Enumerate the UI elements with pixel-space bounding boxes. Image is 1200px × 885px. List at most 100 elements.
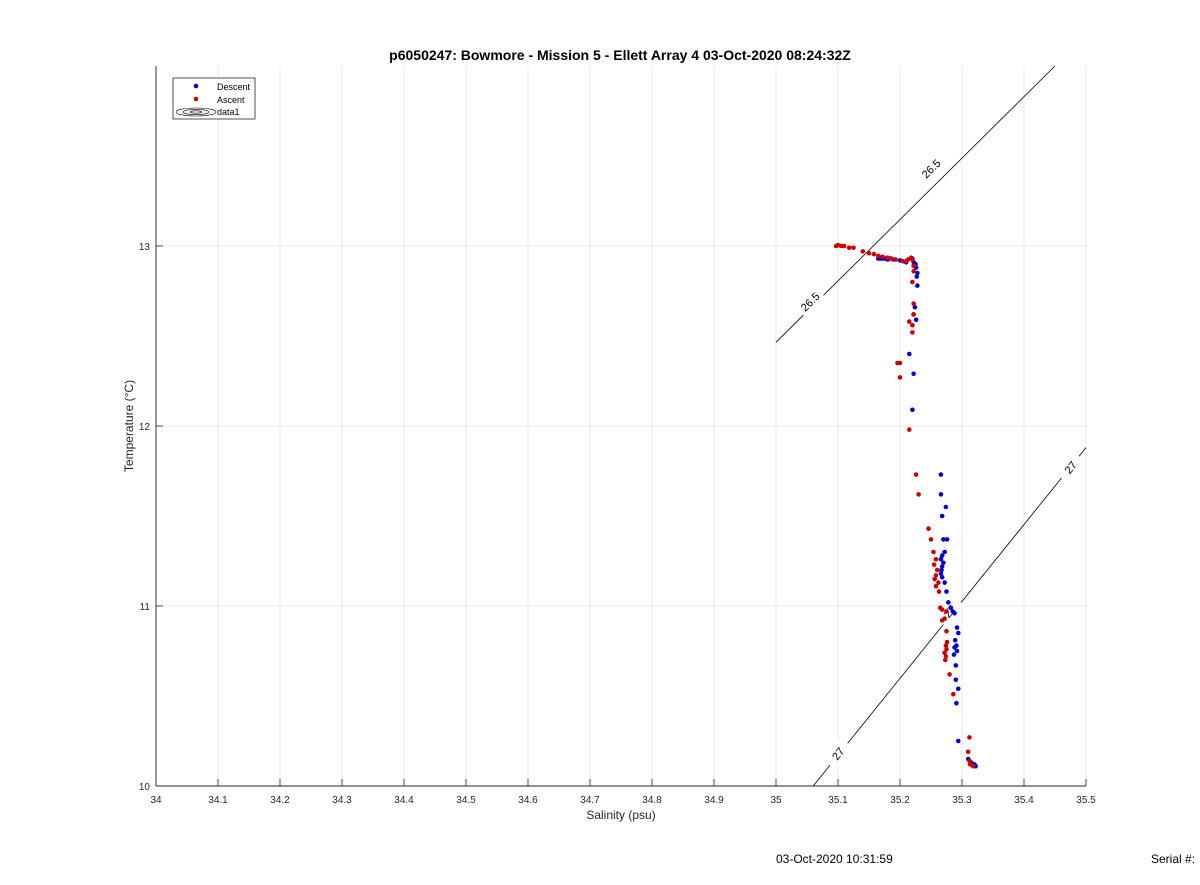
ascent-point [965,749,971,755]
descent-point [938,556,944,562]
ascent-point [967,735,972,740]
descent-point [912,304,918,310]
descent-point [939,574,945,580]
descent-point [911,371,916,377]
ascent-point [866,250,872,256]
isopycnal-label-background [1055,451,1086,484]
ascent-point [951,691,956,697]
tick-labels: 34 34.1 34.2 34.3 34.4 34.5 34.6 34.7 34.8 34.9 35… [139,242,1096,806]
descent-point [939,564,945,569]
descent-point [942,580,947,585]
x-tick-label: 34.9 [704,795,724,806]
x-tick-label: 34 [150,795,162,806]
y-tick-label: 10 [139,782,151,793]
ascent-point [928,537,934,542]
data-series [833,242,978,769]
descent-point [938,472,944,477]
isopycnal-label: 27 [830,746,847,763]
ascent-point [910,322,915,328]
ascent-point [907,319,912,324]
ascent-point [934,567,940,573]
descent-point [944,537,950,542]
ascent-point [944,639,950,645]
descent-point [955,630,961,636]
descent-point [941,537,946,542]
descent-point [952,610,957,616]
x-tick-label: 35.1 [828,795,848,806]
ascent-point [885,255,890,260]
footer-serial: Serial #: [1151,852,1196,866]
ascent-point [967,758,972,764]
ascent-point [893,257,898,262]
descent-point [939,567,944,573]
ascent-point [860,249,866,254]
legend-marker-ascent [193,96,199,102]
x-tick-label: 34.7 [580,795,600,806]
ascent-point [933,556,939,562]
descent-point [915,283,920,288]
x-tick-label: 35.5 [1076,795,1096,806]
descent-point [938,571,944,576]
x-tick-label: 34.2 [270,795,290,806]
isopycnal-label: 27 [942,603,959,620]
descent-point [953,677,959,683]
descent-point [951,652,957,657]
ascent-point [851,245,856,251]
descent-point [954,648,960,654]
x-tick-label: 34.5 [456,795,476,806]
ascent-point [910,330,915,335]
footer-timestamp: 03-Oct-2020 10:31:59 [776,852,893,866]
ascent-point [911,263,916,269]
isopycnal-label-background [915,153,947,185]
ascent-point [871,251,877,257]
ascent-point [936,589,942,594]
x-tick-label: 35.3 [952,795,972,806]
descent-point [946,600,951,605]
isopycnal-label-background [794,286,826,318]
ascent-point [876,253,881,259]
ascent-point [911,268,916,274]
legend-label-data1: data1 [217,107,240,117]
descent-point [954,700,959,706]
ascent-point [943,654,949,659]
ascent-point [932,576,938,582]
ascent-point [936,580,941,585]
legend-box [172,77,256,120]
ascent-point [939,607,945,612]
descent-point [942,549,947,555]
x-tick-label: 35.4 [1014,795,1034,806]
descent-point [955,738,961,744]
isopycnal-label-group: 27 [822,737,854,770]
legend-label-descent: Descent [217,82,251,92]
ascent-point [841,243,847,249]
descent-point [938,492,944,497]
descent-point [914,274,920,279]
ascent-point [911,301,916,306]
x-tick-label: 35.2 [890,795,910,806]
axes [155,66,1087,787]
descent-point [954,625,960,630]
descent-point [910,407,915,413]
x-tick-label: 34.8 [642,795,662,806]
ascent-point [916,492,921,497]
series-ascent [833,242,976,769]
descent-point [944,589,949,594]
x-tick-label: 35 [770,795,782,806]
isopycnal-label-background [822,737,854,770]
ascent-point [880,254,885,260]
ascent-point [944,628,949,634]
ascent-point [970,763,976,769]
ascent-point [926,526,931,531]
descent-point [907,351,912,357]
y-tick-label: 12 [139,422,151,433]
ascent-point [933,573,939,578]
legend-label-ascent: Ascent [217,95,245,105]
descent-point [952,645,957,650]
ascent-point [944,609,949,614]
ascent-point [947,672,952,677]
ascent-point [942,650,947,656]
isopycnal-label: 27 [1063,459,1080,476]
descent-point [915,270,920,276]
